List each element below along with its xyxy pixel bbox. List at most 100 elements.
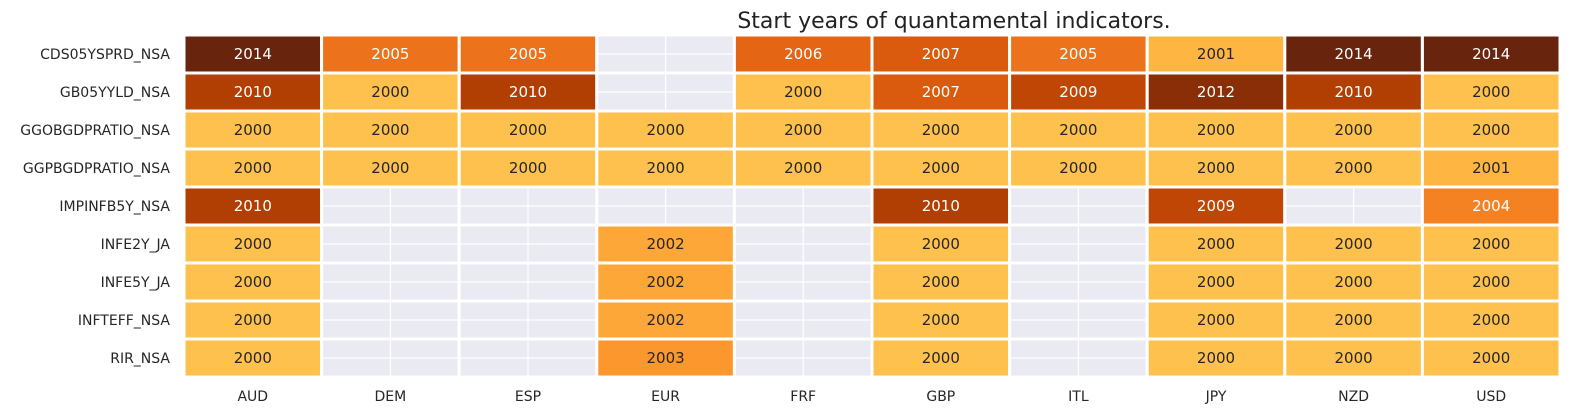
heatmap-cell bbox=[1145, 337, 1287, 379]
cell-value-label: 2000 bbox=[1059, 159, 1097, 177]
cell-value-label: 2000 bbox=[1335, 273, 1373, 291]
heatmap-cell bbox=[595, 299, 736, 341]
cell-value-label: 2010 bbox=[1335, 83, 1373, 101]
cell-value-label: 2014 bbox=[1472, 45, 1510, 63]
cell-value-label: 2000 bbox=[1197, 349, 1235, 367]
cell-value-label: 2000 bbox=[922, 311, 960, 329]
heatmap-cell bbox=[1283, 109, 1424, 151]
cell-value-label: 2000 bbox=[922, 235, 960, 253]
heatmap-cell bbox=[1420, 261, 1562, 303]
y-tick-label: CDS05YSPRD_NSA bbox=[40, 47, 170, 63]
heatmap-cell bbox=[1283, 261, 1424, 303]
x-tick-label: ITL bbox=[1068, 389, 1089, 405]
cell-value-label: 2014 bbox=[234, 45, 272, 63]
heatmap-cell bbox=[870, 261, 1012, 303]
cell-value-label: 2000 bbox=[1472, 349, 1510, 367]
cell-value-label: 2000 bbox=[922, 159, 960, 177]
cell-value-label: 2000 bbox=[234, 349, 272, 367]
cell-value-label: 2000 bbox=[509, 159, 547, 177]
heatmap-cell bbox=[1283, 223, 1424, 265]
heatmap-cell bbox=[870, 223, 1012, 265]
cell-value-label: 2000 bbox=[1335, 121, 1373, 139]
y-tick-label: GGPBGDPRATIO_NSA bbox=[23, 161, 171, 177]
cell-value-label: 2000 bbox=[784, 83, 822, 101]
y-tick-label: GGOBGDPRATIO_NSA bbox=[20, 123, 170, 139]
cell-value-label: 2000 bbox=[922, 273, 960, 291]
cell-value-label: 2000 bbox=[1197, 159, 1235, 177]
cell-value-label: 2000 bbox=[922, 121, 960, 139]
heatmap-cell bbox=[870, 337, 1012, 379]
cell-value-label: 2000 bbox=[371, 159, 409, 177]
heatmap-cell bbox=[1420, 109, 1562, 151]
y-tick-label: INFE5Y_JA bbox=[101, 275, 171, 291]
x-tick-label: JPY bbox=[1205, 389, 1227, 405]
cell-value-label: 2000 bbox=[1059, 121, 1097, 139]
cell-value-label: 2005 bbox=[371, 45, 409, 63]
y-tick-label: INFTEFF_NSA bbox=[78, 313, 171, 329]
cell-value-label: 2000 bbox=[1197, 121, 1235, 139]
cell-value-label: 2000 bbox=[1335, 235, 1373, 253]
heatmap-cell bbox=[182, 337, 324, 379]
x-tick-label: ESP bbox=[515, 389, 541, 405]
cell-value-label: 2000 bbox=[1335, 311, 1373, 329]
missing-cell-gridlines bbox=[323, 36, 1421, 376]
cell-value-label: 2000 bbox=[234, 311, 272, 329]
heatmap-cell bbox=[457, 109, 599, 151]
cell-value-label: 2000 bbox=[509, 121, 547, 139]
heatmap-cell bbox=[1420, 71, 1562, 113]
cell-value-label: 2000 bbox=[1197, 235, 1235, 253]
cell-value-label: 2010 bbox=[234, 197, 272, 215]
x-tick-label: USD bbox=[1476, 389, 1506, 405]
cell-value-label: 2010 bbox=[509, 83, 547, 101]
cell-value-label: 2005 bbox=[509, 45, 547, 63]
cell-value-label: 2007 bbox=[922, 45, 960, 63]
cell-value-label: 2002 bbox=[647, 273, 685, 291]
cell-value-label: 2010 bbox=[922, 197, 960, 215]
heatmap-cell bbox=[1145, 185, 1287, 227]
cell-value-label: 2000 bbox=[234, 235, 272, 253]
cell-value-label: 2000 bbox=[1472, 83, 1510, 101]
heatmap-cell bbox=[595, 223, 736, 265]
heatmap-cell bbox=[1008, 71, 1149, 113]
cell-value-label: 2000 bbox=[1335, 349, 1373, 367]
heatmap-cell bbox=[1008, 109, 1149, 151]
cell-value-labels: 2014 2005 2005 2006 2007 2005 2001 2014 2014 2010… bbox=[234, 45, 1511, 367]
cell-value-label: 2000 bbox=[1472, 235, 1510, 253]
cell-value-label: 2003 bbox=[647, 349, 685, 367]
cell-value-label: 2014 bbox=[1335, 45, 1373, 63]
cell-value-label: 2009 bbox=[1059, 83, 1097, 101]
heatmap-cell bbox=[1420, 299, 1562, 341]
heatmap-cell bbox=[1145, 33, 1287, 75]
cell-value-label: 2000 bbox=[1472, 121, 1510, 139]
cell-value-label: 2000 bbox=[371, 121, 409, 139]
heatmap-cell bbox=[870, 185, 1012, 227]
cell-value-label: 2000 bbox=[647, 159, 685, 177]
chart-title: Start years of quantamental indicators. bbox=[737, 9, 1170, 34]
cell-value-label: 2000 bbox=[1335, 159, 1373, 177]
heatmap-cell bbox=[1283, 337, 1424, 379]
heatmap-cell bbox=[1145, 299, 1287, 341]
cell-value-label: 2002 bbox=[647, 311, 685, 329]
cell-value-label: 2000 bbox=[1197, 311, 1235, 329]
cell-value-label: 2000 bbox=[922, 349, 960, 367]
x-tick-label: AUD bbox=[237, 389, 268, 405]
heatmap-cell bbox=[182, 261, 324, 303]
heatmap-cell bbox=[182, 223, 324, 265]
heatmap-cell bbox=[1283, 71, 1424, 113]
cell-value-label: 2000 bbox=[647, 121, 685, 139]
cell-value-label: 2000 bbox=[371, 83, 409, 101]
cell-value-label: 2000 bbox=[234, 273, 272, 291]
cell-value-label: 2000 bbox=[784, 159, 822, 177]
cell-value-label: 2000 bbox=[234, 159, 272, 177]
heatmap-cell bbox=[870, 71, 1012, 113]
heatmap-cell bbox=[1008, 147, 1149, 189]
cell-value-label: 2012 bbox=[1197, 83, 1235, 101]
cell-value-label: 2009 bbox=[1197, 197, 1235, 215]
cell-value-label: 2001 bbox=[1472, 159, 1510, 177]
heatmap-cell bbox=[1420, 33, 1562, 75]
cell-value-label: 2000 bbox=[1472, 273, 1510, 291]
cell-value-label: 2000 bbox=[234, 121, 272, 139]
cell-value-label: 2000 bbox=[1472, 311, 1510, 329]
cell-value-label: 2001 bbox=[1197, 45, 1235, 63]
